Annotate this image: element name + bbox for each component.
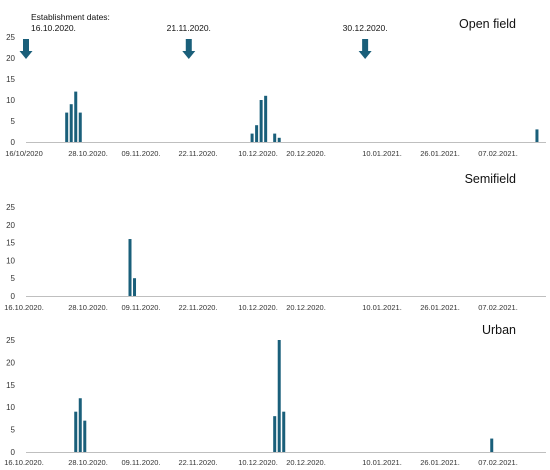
- x-tick-label: 10.01.2021.: [362, 303, 402, 312]
- establishment-date-label: 21.11.2020.: [167, 23, 211, 33]
- x-tick-label: 26.01.2021.: [420, 149, 460, 158]
- y-tick-label: 20: [6, 54, 15, 63]
- chart-panel-1: Open field 0 5 10 15 20 25 16/10/2020 28.10.2020…: [5, 12, 546, 158]
- y-tick-label: 10: [6, 403, 15, 412]
- establishment-arrow-icon: [19, 39, 33, 59]
- bar: [490, 438, 494, 452]
- bar: [65, 112, 69, 142]
- x-tick-label: 28.10.2020.: [68, 149, 108, 158]
- y-tick-label: 5: [11, 117, 16, 126]
- bar: [74, 91, 78, 142]
- y-tick-label: 15: [6, 381, 15, 390]
- bar: [535, 129, 539, 142]
- x-tick-label: 07.02.2021.: [478, 149, 518, 158]
- chart-title: Urban: [482, 323, 516, 337]
- chart-title: Open field: [459, 17, 516, 31]
- bar: [74, 411, 78, 452]
- bar: [255, 125, 259, 142]
- chart-panel-2: Semifield 0 5 10 15 20 25 16.10.2020. 28.10.2020…: [4, 172, 546, 312]
- x-tick-label: 07.02.2021.: [478, 303, 518, 312]
- x-tick-label: 16.10.2020.: [4, 303, 44, 312]
- bar: [69, 104, 73, 142]
- y-tick-label: 10: [6, 256, 15, 265]
- x-tick-label: 10.12.2020.: [238, 303, 278, 312]
- bar: [273, 133, 277, 142]
- establishment-arrow-icon: [358, 39, 372, 59]
- y-tick-label: 20: [6, 358, 15, 367]
- x-tick-label: 20.12.2020.: [286, 303, 326, 312]
- establishment-arrow-icon: [182, 39, 196, 59]
- x-tick-label: 16/10/2020: [5, 149, 43, 158]
- x-tick-label: 10.01.2021.: [362, 458, 402, 467]
- x-tick-label: 09.11.2020.: [121, 303, 160, 312]
- x-tick-label: 07.02.2021.: [478, 458, 518, 467]
- y-tick-label: 15: [6, 239, 15, 248]
- x-tick-label: 28.10.2020.: [68, 458, 108, 467]
- x-tick-label: 20.12.2020.: [286, 149, 326, 158]
- x-tick-label: 22.11.2020.: [178, 149, 217, 158]
- x-tick-label: 20.12.2020.: [286, 458, 326, 467]
- establishment-date-label: 16.10.2020.: [31, 23, 76, 33]
- x-tick-label: 26.01.2021.: [420, 458, 460, 467]
- y-tick-label: 0: [11, 448, 16, 457]
- x-tick-label: 10.01.2021.: [362, 149, 402, 158]
- y-tick-label: 0: [11, 292, 16, 301]
- y-tick-label: 10: [6, 96, 15, 105]
- y-tick-label: 5: [11, 426, 16, 435]
- bar: [83, 420, 87, 452]
- annotation-heading: Establishment dates:: [31, 12, 110, 22]
- x-tick-label: 22.11.2020.: [178, 303, 217, 312]
- chart-panel-3: Urban 0 5 10 15 20 25 16.10.2020. 28.10.2020. 09.…: [4, 323, 546, 467]
- bar: [259, 100, 263, 142]
- x-tick-label: 28.10.2020.: [68, 303, 108, 312]
- bar: [273, 416, 277, 452]
- x-tick-label: 22.11.2020.: [178, 458, 217, 467]
- bar: [277, 340, 281, 452]
- chart-title: Semifield: [465, 172, 516, 186]
- bar: [282, 411, 286, 452]
- y-tick-label: 25: [6, 336, 15, 345]
- bar: [133, 278, 137, 296]
- x-tick-label: 16.10.2020.: [4, 458, 44, 467]
- y-tick-label: 25: [6, 33, 15, 42]
- y-tick-label: 25: [6, 203, 15, 212]
- y-tick-label: 15: [6, 75, 15, 84]
- y-tick-label: 20: [6, 221, 15, 230]
- bar: [128, 239, 132, 296]
- y-tick-label: 0: [11, 138, 16, 147]
- x-tick-label: 09.11.2020.: [121, 458, 160, 467]
- bar: [264, 95, 268, 142]
- x-tick-label: 10.12.2020.: [238, 458, 278, 467]
- y-tick-label: 5: [11, 274, 16, 283]
- bar: [250, 133, 254, 142]
- bar: [78, 112, 82, 142]
- x-tick-label: 09.11.2020.: [121, 149, 160, 158]
- establishment-date-label: 30.12.2020.: [343, 23, 388, 33]
- bar: [78, 398, 82, 452]
- bar: [277, 137, 281, 142]
- x-tick-label: 26.01.2021.: [420, 303, 460, 312]
- x-tick-label: 10.12.2020.: [238, 149, 278, 158]
